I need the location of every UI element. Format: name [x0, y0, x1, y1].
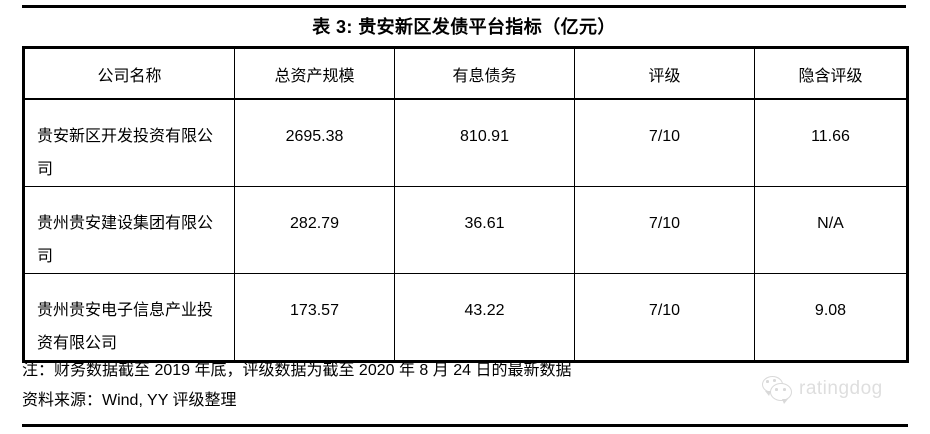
- cell-implied-rating-text: 11.66: [811, 128, 850, 145]
- cell-company-text: 贵州贵安建设集团有限公司: [37, 215, 214, 265]
- column-header-interest-bearing-debt: 有息债务: [394, 46, 575, 100]
- cell-company-text: 贵安新区开发投资有限公司: [37, 128, 214, 178]
- column-header-implied-rating: 隐含评级: [754, 46, 909, 100]
- cell-company: 贵州贵安电子信息产业投资有限公司: [22, 273, 235, 363]
- cell-rating-text: 7/10: [648, 128, 681, 145]
- cell-company-text: 贵州贵安电子信息产业投资有限公司: [37, 302, 214, 352]
- table-container: 公司名称 总资产规模 有息债务 评级 隐含评级 贵安新区开发投资有限公司 269…: [22, 46, 909, 363]
- cell-interest-bearing-debt: 43.22: [394, 273, 575, 363]
- cell-interest-bearing-debt-text: 36.61: [464, 215, 505, 232]
- table-header-row: 公司名称 总资产规模 有息债务 评级 隐含评级: [22, 46, 909, 100]
- table-row: 贵安新区开发投资有限公司 2695.38 810.91 7/10 11.66: [22, 98, 909, 187]
- cell-interest-bearing-debt: 810.91: [394, 98, 575, 187]
- cell-rating: 7/10: [574, 186, 755, 274]
- cell-implied-rating-text: 9.08: [814, 302, 847, 319]
- table-row: 贵州贵安建设集团有限公司 282.79 36.61 7/10 N/A: [22, 186, 909, 274]
- table-body: 贵安新区开发投资有限公司 2695.38 810.91 7/10 11.66: [22, 98, 909, 363]
- table-title: 表 3: 贵安新区发债平台指标（亿元）: [312, 17, 616, 37]
- cell-implied-rating: 9.08: [754, 273, 909, 363]
- footnote-note: 注：财务数据截至 2019 年底，评级数据为截至 2020 年 8 月 24 日…: [22, 362, 572, 379]
- cell-implied-rating: N/A: [754, 186, 909, 274]
- cell-interest-bearing-debt-text: 810.91: [460, 128, 509, 145]
- cell-rating: 7/10: [574, 273, 755, 363]
- top-rule: [22, 5, 906, 8]
- bottom-rule: [22, 424, 908, 427]
- column-header-total-assets: 总资产规模: [234, 46, 395, 100]
- watermark-label: ratingdog: [799, 378, 883, 399]
- metrics-table: 公司名称 总资产规模 有息债务 评级 隐含评级 贵安新区开发投资有限公司 269…: [22, 46, 909, 363]
- cell-total-assets: 282.79: [234, 186, 395, 274]
- table-header: 公司名称 总资产规模 有息债务 评级 隐含评级: [22, 46, 909, 100]
- footnotes: 注：财务数据截至 2019 年底，评级数据为截至 2020 年 8 月 24 日…: [22, 356, 772, 416]
- cell-total-assets-text: 282.79: [290, 215, 339, 232]
- cell-implied-rating-text: N/A: [817, 215, 844, 232]
- cell-total-assets-text: 173.57: [290, 302, 339, 319]
- cell-company: 贵州贵安建设集团有限公司: [22, 186, 235, 274]
- cell-rating: 7/10: [574, 98, 755, 187]
- cell-implied-rating: 11.66: [754, 98, 909, 187]
- column-header-rating: 评级: [574, 46, 755, 100]
- table-row: 贵州贵安电子信息产业投资有限公司 173.57 43.22 7/10 9.08: [22, 273, 909, 363]
- cell-rating-text: 7/10: [648, 215, 681, 232]
- cell-interest-bearing-debt-text: 43.22: [464, 302, 505, 319]
- cell-total-assets-text: 2695.38: [285, 128, 344, 145]
- cell-total-assets: 2695.38: [234, 98, 395, 187]
- watermark: ratingdog: [762, 372, 912, 406]
- cell-total-assets: 173.57: [234, 273, 395, 363]
- cell-company: 贵安新区开发投资有限公司: [22, 98, 235, 187]
- cell-interest-bearing-debt: 36.61: [394, 186, 575, 274]
- cell-rating-text: 7/10: [648, 302, 681, 319]
- column-header-company: 公司名称: [22, 46, 235, 100]
- footnote-source: 资料来源：Wind, YY 评级整理: [22, 392, 237, 409]
- wechat-bubbles-icon: [762, 376, 792, 404]
